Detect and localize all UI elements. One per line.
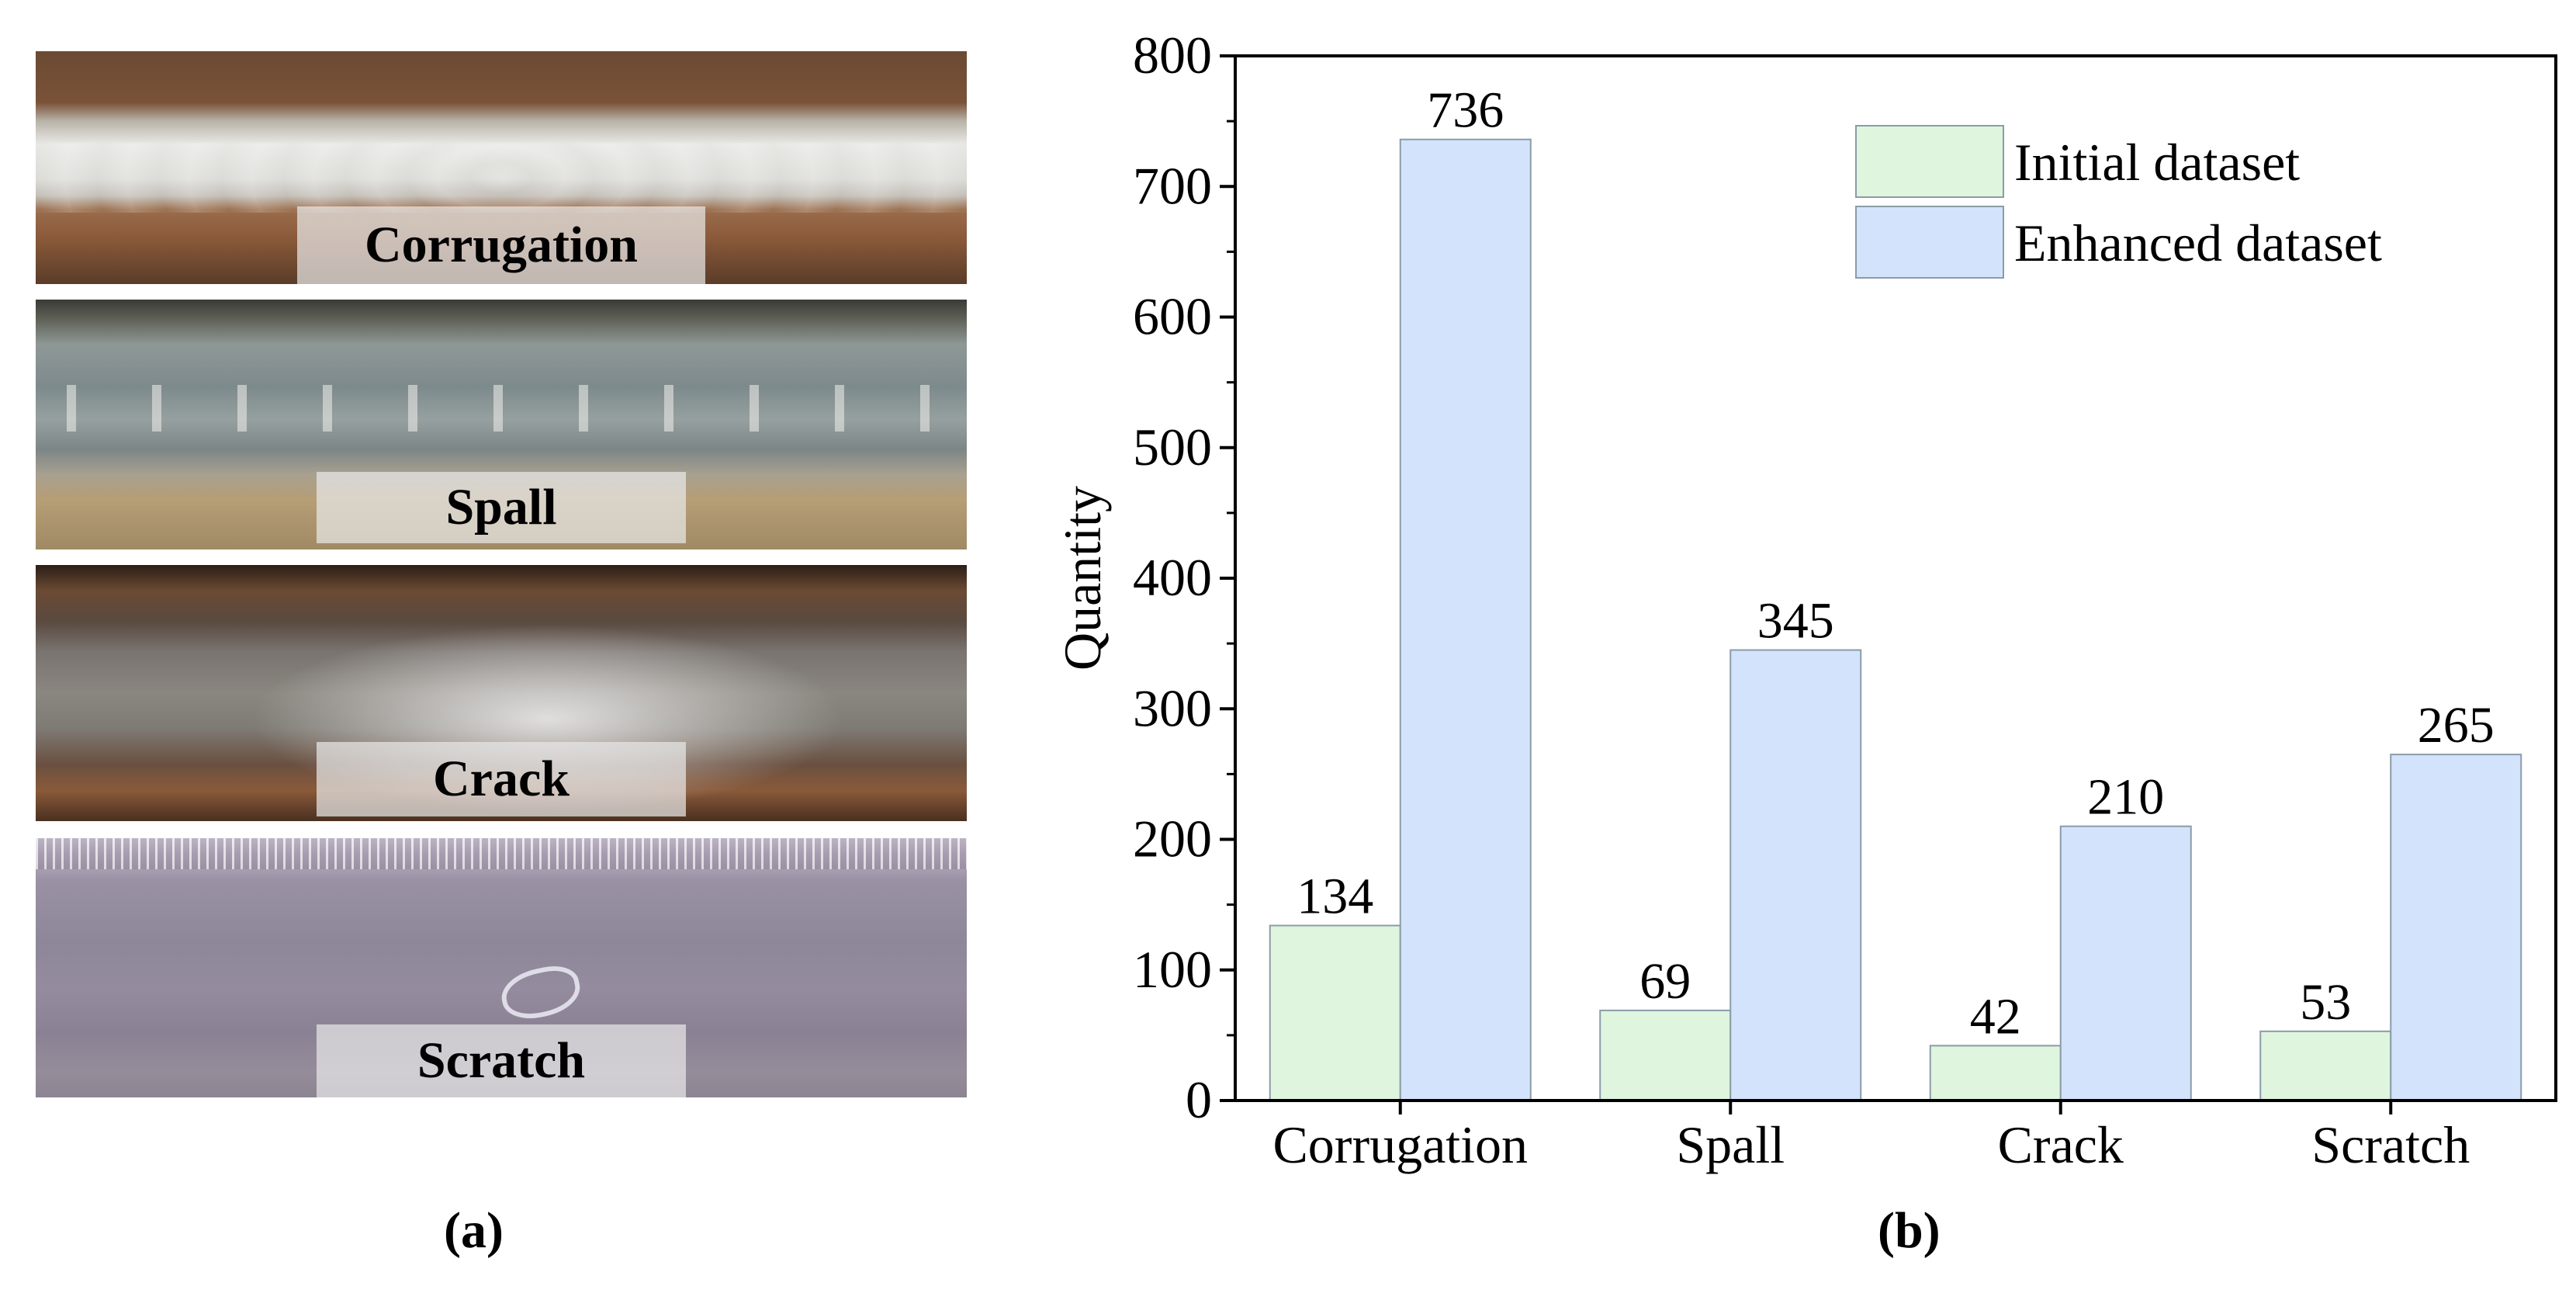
y-tick-label: 200: [1133, 809, 1212, 868]
data-label: 345: [1757, 593, 1834, 650]
crack-photo: Crack: [36, 565, 967, 821]
bar-crack-initial: [1929, 1045, 2062, 1101]
photo-label-box: Crack: [317, 742, 686, 816]
photo-label-box: Spall: [317, 472, 686, 543]
axes-layer: [1220, 54, 2557, 1114]
photo-label-crack: Crack: [433, 750, 570, 807]
x-tick-label: Spall: [1676, 1115, 1785, 1174]
legend-label: Enhanced dataset: [2014, 213, 2382, 272]
bars-layer: [1269, 138, 2522, 1102]
panel-label-a: (a): [444, 1202, 504, 1259]
data-label: 69: [1639, 953, 1691, 1010]
spall-photo: Spall: [36, 300, 967, 549]
bar-spall-initial: [1599, 1009, 1732, 1101]
bar-corrugation-initial: [1269, 924, 1401, 1102]
legend: Initial dataset Enhanced dataset: [1855, 125, 2382, 279]
bar-spall-enhanced: [1729, 649, 1862, 1101]
labels-layer: 134 736 Corrugation 69 345 Spall 42 210 Crack 53 2…: [1053, 26, 2495, 1174]
legend-label: Initial dataset: [2014, 133, 2300, 192]
y-tick-label: 800: [1133, 26, 1212, 85]
photo-label-spall: Spall: [445, 479, 557, 536]
bar-scratch-enhanced: [2390, 754, 2522, 1101]
bar-corrugation-enhanced: [1399, 138, 1532, 1101]
y-tick-label: 400: [1133, 548, 1212, 607]
y-axis-label: Quantity: [1053, 486, 1112, 671]
y-tick-label: 100: [1133, 940, 1212, 999]
bar-crack-enhanced: [2059, 825, 2192, 1102]
data-label: 134: [1297, 868, 1373, 925]
x-tick-label: Crack: [1998, 1115, 2124, 1174]
photo-label-scratch: Scratch: [417, 1032, 586, 1089]
y-tick-label: 600: [1133, 287, 1212, 346]
corrugation-photo: Corrugation: [36, 51, 967, 284]
data-label: 210: [2087, 769, 2164, 826]
panel-label-b: (b): [1878, 1202, 1941, 1259]
data-label: 265: [2418, 697, 2495, 754]
y-tick-label: 700: [1133, 156, 1212, 215]
data-label: 53: [2300, 974, 2351, 1031]
y-tick-label: 300: [1133, 678, 1212, 737]
legend-swatch: [1855, 125, 2004, 198]
x-tick-label: Scratch: [2311, 1115, 2470, 1174]
y-tick-label: 500: [1133, 418, 1212, 477]
data-label: 42: [1970, 988, 2021, 1045]
y-tick-label: 0: [1186, 1070, 1212, 1129]
photo-label-box: Scratch: [317, 1024, 686, 1097]
legend-swatch: [1855, 206, 2004, 279]
photo-label-box: Corrugation: [297, 206, 705, 284]
data-label: 736: [1427, 82, 1504, 139]
photo-label-corrugation: Corrugation: [365, 217, 638, 273]
x-tick-label: Corrugation: [1272, 1115, 1528, 1174]
bar-scratch-initial: [2259, 1030, 2392, 1102]
scratch-photo: Scratch: [36, 838, 967, 1097]
